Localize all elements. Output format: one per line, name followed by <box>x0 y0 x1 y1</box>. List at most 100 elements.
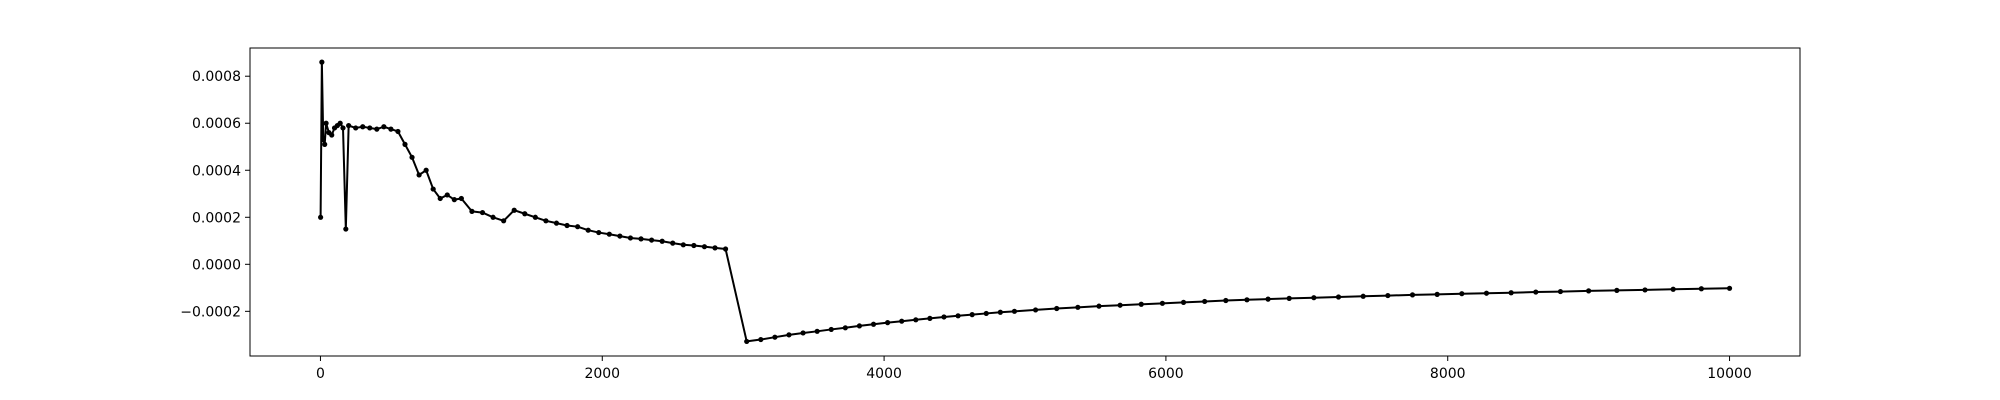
data-point <box>320 137 326 143</box>
data-point <box>1223 297 1229 304</box>
data-point <box>1483 290 1490 296</box>
y-tick-label: 0.0004 <box>192 163 241 179</box>
data-point <box>1726 285 1733 291</box>
data-point <box>1117 302 1123 308</box>
data-point <box>772 334 778 340</box>
data-point <box>670 240 676 246</box>
data-point <box>1698 286 1704 292</box>
data-point <box>532 214 538 220</box>
data-point <box>1586 288 1592 294</box>
data-point <box>381 124 387 130</box>
data-point <box>585 227 591 233</box>
data-point <box>1054 305 1060 312</box>
data-point <box>543 218 549 224</box>
data-point <box>319 59 325 65</box>
x-tick-label: 10000 <box>1707 366 1752 382</box>
data-point <box>340 125 346 131</box>
data-point <box>1011 308 1018 314</box>
data-point <box>1159 300 1165 306</box>
x-tick-label: 2000 <box>584 366 620 382</box>
data-point <box>329 132 335 138</box>
data-point <box>1180 299 1187 305</box>
data-point <box>606 231 612 237</box>
data-point <box>927 315 933 321</box>
data-point <box>1265 296 1271 302</box>
data-point <box>564 222 570 229</box>
data-point <box>1459 291 1465 297</box>
x-tick-label: 4000 <box>866 366 902 382</box>
data-point <box>899 318 905 324</box>
data-point <box>786 332 792 338</box>
data-point <box>522 211 528 217</box>
data-point <box>1508 290 1514 296</box>
data-point <box>758 336 764 343</box>
plot-frame <box>249 47 1801 357</box>
data-point <box>712 245 718 251</box>
data-point <box>680 242 686 248</box>
data-point <box>1096 303 1102 309</box>
data-point <box>388 126 394 132</box>
data-point <box>800 330 806 336</box>
data-point <box>458 195 464 202</box>
data-point <box>1360 293 1366 299</box>
data-point <box>469 208 475 214</box>
data-point <box>437 195 443 202</box>
data-point <box>814 328 820 334</box>
data-point <box>828 326 834 333</box>
data-point <box>1075 304 1081 310</box>
data-point <box>1557 288 1564 295</box>
data-point <box>870 321 877 327</box>
data-point <box>409 154 415 160</box>
data-point <box>1385 292 1391 299</box>
data-point <box>430 186 436 192</box>
data-point <box>337 120 343 126</box>
data-point <box>444 192 450 198</box>
y-tick-label: 0.0008 <box>192 69 241 85</box>
data-point <box>490 214 496 220</box>
data-point <box>997 309 1003 315</box>
x-tick-label: 6000 <box>1148 366 1184 382</box>
data-point <box>501 218 507 224</box>
data-point <box>744 338 750 345</box>
data-point <box>856 323 863 329</box>
data-point <box>955 313 961 319</box>
y-tick-label: 0.0000 <box>192 257 241 273</box>
data-point <box>343 226 349 232</box>
data-point <box>648 237 655 243</box>
data-point <box>423 167 429 173</box>
data-point <box>596 229 602 236</box>
data-point <box>1614 287 1620 293</box>
data-point <box>553 220 560 226</box>
x-tick-label: 8000 <box>1430 366 1466 382</box>
data-point <box>1202 298 1208 305</box>
series-line <box>319 61 1730 343</box>
data-point <box>511 207 517 213</box>
data-point <box>1670 286 1676 292</box>
y-axis: −0.0002 0.0000 0.0002 0.0004 0.0006 0.0008 <box>180 69 250 320</box>
data-point <box>1032 307 1039 313</box>
data-point <box>353 125 359 131</box>
data-point <box>395 128 401 135</box>
data-point <box>360 124 366 130</box>
data-point <box>1311 295 1317 301</box>
data-point <box>575 224 581 230</box>
data-point <box>627 235 634 241</box>
data-point <box>322 141 328 147</box>
y-tick-label: 0.0006 <box>192 116 241 132</box>
data-point <box>913 317 919 323</box>
data-point <box>367 125 373 131</box>
data-point <box>1335 294 1342 300</box>
series-layer <box>318 59 1733 345</box>
data-point <box>617 233 623 239</box>
data-point <box>969 312 975 318</box>
data-point <box>691 242 697 249</box>
data-point <box>323 120 329 126</box>
data-point <box>1409 292 1416 298</box>
data-point <box>659 238 665 244</box>
data-point <box>638 236 644 242</box>
y-tick-label: −0.0002 <box>180 304 241 320</box>
data-point <box>318 214 324 220</box>
data-point <box>941 314 947 320</box>
y-tick-label: 0.0002 <box>192 210 241 226</box>
